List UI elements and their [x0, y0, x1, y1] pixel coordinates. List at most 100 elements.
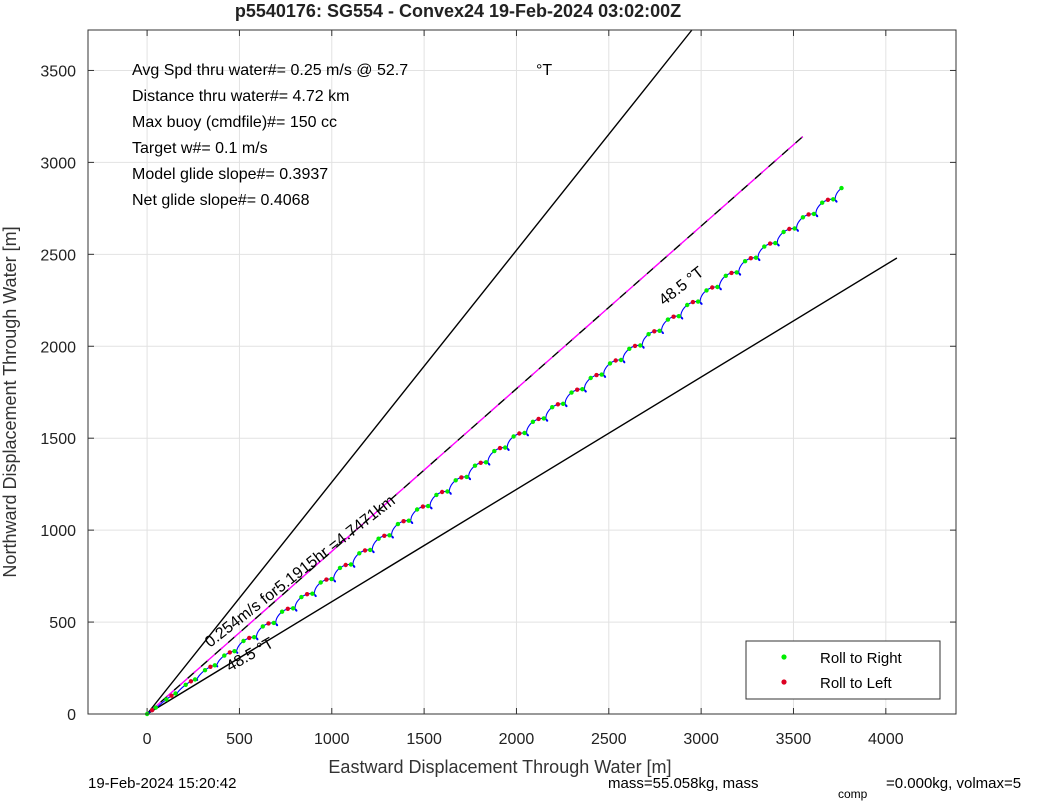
roll-marker [478, 460, 483, 465]
y-tick-label-1000: 1000 [40, 523, 76, 540]
roll-marker [222, 653, 227, 658]
footer-mass-text: mass=55.058kg, mass [608, 775, 759, 792]
roll-marker [492, 448, 497, 454]
roll-marker [657, 328, 662, 333]
roll-marker [459, 475, 464, 480]
roll-marker [831, 197, 836, 202]
roll-marker [588, 375, 593, 381]
roll-marker [232, 649, 237, 654]
legend-label-roll-left: Roll to Left [820, 675, 893, 692]
roll-marker [503, 445, 508, 450]
roll-marker [560, 401, 566, 406]
axis-ticks: 0 500 1000 1500 2000 2500 3000 3500 4000 0 500 1000… [40, 30, 956, 748]
roll-marker [767, 241, 773, 246]
roll-marker [153, 705, 158, 710]
roll-marker [483, 460, 489, 465]
plot-area [88, 30, 956, 714]
roll-marker [357, 551, 362, 556]
roll-marker [304, 592, 310, 597]
roll-marker [800, 215, 806, 220]
roll-marker [497, 445, 503, 451]
roll-marker [343, 562, 348, 568]
legend: Roll to Right Roll to Left [745, 640, 941, 700]
roll-marker [290, 606, 296, 611]
roll-marker [329, 576, 334, 582]
roll-marker [618, 357, 624, 363]
roll-marker [279, 609, 285, 614]
roll-marker [348, 562, 354, 567]
x-tick-label-2500: 2500 [591, 731, 627, 748]
roll-marker [310, 591, 315, 596]
roll-marker [522, 430, 527, 436]
roll-marker [811, 211, 817, 217]
info-block: Avg Spd thru water#= 0.25 m/s @ 52.7 °T … [132, 62, 552, 209]
plot-frame [87, 29, 957, 715]
x-tick-label-2000: 2000 [499, 731, 535, 748]
info-line-net-glide: Net glide slope#= 0.4068 [132, 192, 310, 209]
roll-marker [753, 255, 759, 260]
roll-marker [787, 226, 792, 232]
roll-marker [169, 693, 174, 698]
info-line-avg-speed: Avg Spd thru water#= 0.25 m/s @ 52.7 [132, 62, 408, 79]
roll-marker [676, 314, 681, 319]
roll-marker [806, 212, 811, 217]
y-tick-label-500: 500 [49, 615, 76, 632]
roll-marker [266, 621, 271, 626]
roll-marker [164, 697, 169, 702]
legend-label-roll-right: Roll to Right [820, 650, 903, 667]
x-tick-label-0: 0 [143, 731, 152, 748]
roll-marker [324, 577, 329, 582]
y-tick-label-3000: 3000 [40, 155, 76, 172]
roll-marker [536, 416, 541, 422]
roll-marker [638, 343, 643, 348]
y-tick-label-2000: 2000 [40, 339, 76, 356]
roll-marker [575, 387, 580, 392]
roll-marker [445, 489, 450, 494]
y-tick-label-0: 0 [67, 707, 76, 724]
legend-box [745, 640, 941, 700]
roll-marker [362, 548, 368, 553]
info-degree-unit: °T [536, 62, 552, 79]
roll-marker [149, 708, 155, 713]
roll-marker [260, 624, 265, 629]
roll-marker [555, 402, 561, 407]
roll-marker [464, 474, 469, 480]
x-tick-label-3500: 3500 [776, 731, 812, 748]
roll-marker [252, 635, 257, 640]
roll-marker [695, 299, 701, 304]
roll-marker [212, 663, 217, 668]
roll-marker [425, 503, 431, 509]
roll-marker [420, 504, 426, 509]
x-tick-label-1000: 1000 [314, 731, 350, 748]
boundary-line-1 [146, 257, 898, 715]
roll-marker [671, 314, 676, 319]
footer-mass-subscript: comp [838, 787, 868, 801]
roll-marker [299, 594, 304, 600]
y-tick-label-1500: 1500 [40, 431, 76, 448]
roll-marker [439, 489, 445, 495]
roll-marker [318, 580, 323, 585]
roll-marker [715, 284, 720, 290]
roll-marker [376, 536, 381, 541]
roll-marker [792, 226, 797, 231]
legend-marker-roll-left [781, 679, 787, 685]
boundary-line-0 [146, 29, 693, 715]
roll-marker [173, 691, 178, 696]
roll-marker [472, 463, 478, 468]
roll-marker [607, 361, 613, 366]
roll-marker [748, 256, 753, 261]
roll-marker [387, 533, 392, 538]
roll-marker [710, 285, 715, 290]
roll-marker [781, 229, 786, 235]
x-tick-label-4000: 4000 [868, 731, 904, 748]
roll-marker [517, 431, 522, 436]
legend-marker-roll-right [781, 654, 787, 660]
footer-volmax-text: =0.000kg, volmax=5 [886, 775, 1021, 792]
roll-marker [395, 521, 401, 527]
roll-marker [382, 533, 387, 538]
x-tick-label-500: 500 [226, 731, 253, 748]
roll-marker [569, 390, 574, 395]
roll-marker [734, 270, 739, 275]
roll-marker [188, 679, 194, 684]
